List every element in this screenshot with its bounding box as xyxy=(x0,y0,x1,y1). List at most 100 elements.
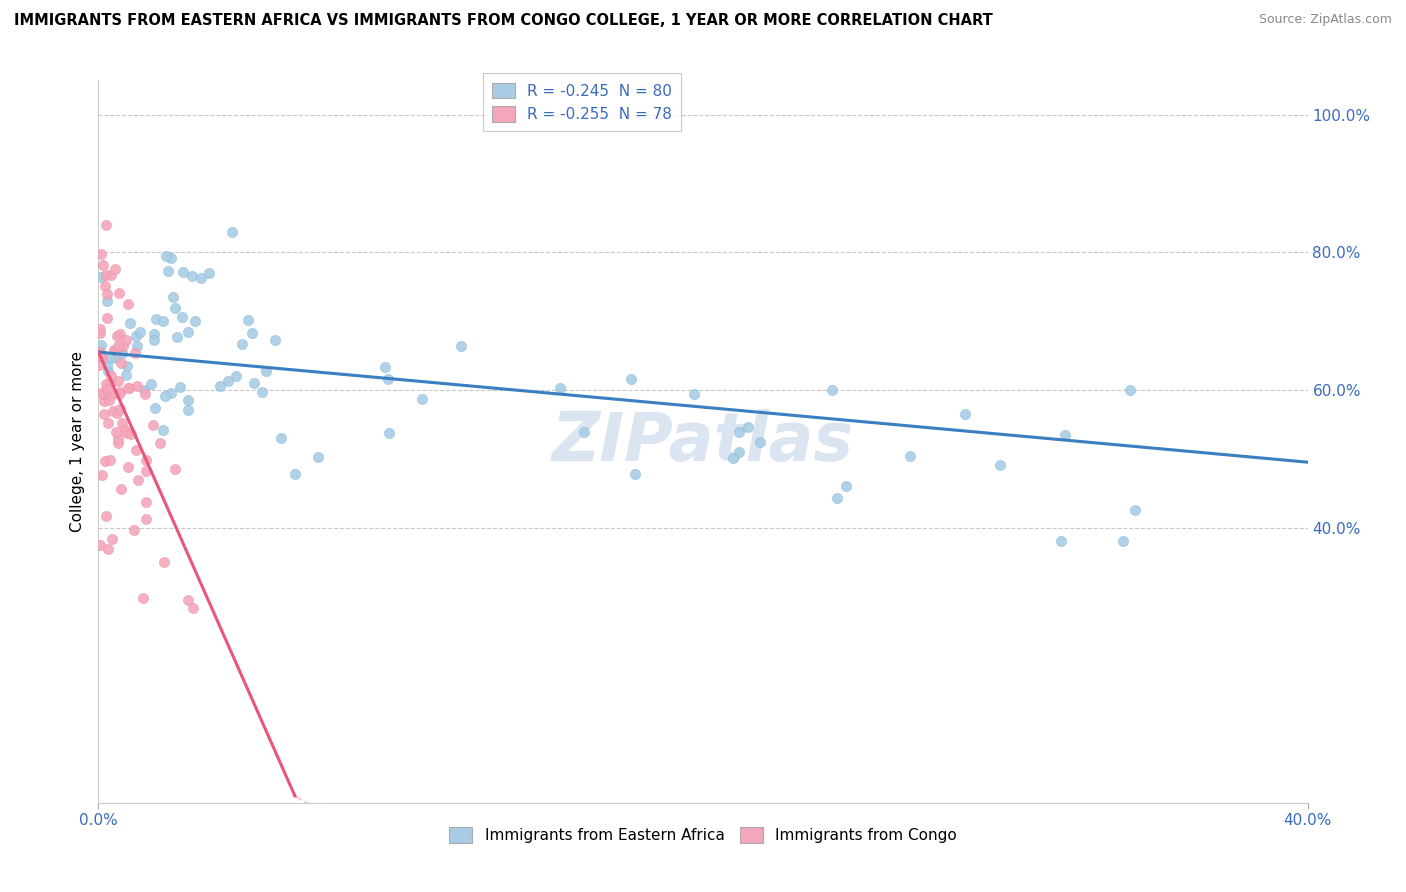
Point xyxy=(572,425,595,440)
Point xyxy=(100,532,122,546)
Point xyxy=(93,387,115,401)
Point xyxy=(117,460,139,475)
Point xyxy=(101,404,124,418)
Point xyxy=(96,287,118,301)
Point xyxy=(1049,534,1071,549)
Point xyxy=(90,386,112,401)
Point xyxy=(821,383,844,397)
Point xyxy=(94,278,117,293)
Point xyxy=(127,473,149,487)
Point xyxy=(1112,534,1135,549)
Point xyxy=(96,293,118,308)
Point xyxy=(183,314,205,328)
Point xyxy=(142,327,165,342)
Point xyxy=(96,359,118,373)
Point xyxy=(143,401,166,415)
Point xyxy=(97,541,120,556)
Point xyxy=(177,392,200,407)
Point xyxy=(135,495,157,509)
Point xyxy=(135,464,157,478)
Point xyxy=(90,349,112,363)
Point xyxy=(125,329,148,343)
Point xyxy=(96,383,118,397)
Point xyxy=(120,427,142,442)
Point xyxy=(143,333,166,347)
Point xyxy=(165,462,187,476)
Legend: Immigrants from Eastern Africa, Immigrants from Congo: Immigrants from Eastern Africa, Immigran… xyxy=(443,822,963,849)
Point xyxy=(748,435,770,450)
Point xyxy=(104,351,127,365)
Point xyxy=(104,425,127,440)
Point xyxy=(90,468,112,483)
Point xyxy=(91,258,114,272)
Point xyxy=(139,376,162,391)
Point xyxy=(181,269,204,284)
Point xyxy=(152,314,174,328)
Point xyxy=(254,364,277,378)
Point xyxy=(104,261,127,276)
Point xyxy=(94,376,117,391)
Point xyxy=(243,376,266,390)
Point xyxy=(107,375,129,389)
Point xyxy=(124,523,146,537)
Point xyxy=(117,426,139,441)
Point xyxy=(107,338,129,352)
Point xyxy=(117,359,139,374)
Point xyxy=(132,383,155,397)
Point xyxy=(128,325,150,339)
Point xyxy=(181,601,204,615)
Point xyxy=(125,379,148,393)
Point xyxy=(166,330,188,344)
Point xyxy=(117,381,139,395)
Point xyxy=(89,344,111,359)
Point xyxy=(110,356,132,370)
Point xyxy=(118,381,141,395)
Point xyxy=(103,343,125,358)
Point xyxy=(134,387,156,401)
Point xyxy=(620,372,643,386)
Point xyxy=(378,425,401,440)
Point xyxy=(898,450,921,464)
Point xyxy=(107,435,129,450)
Point xyxy=(90,269,112,284)
Point xyxy=(108,385,131,400)
Point xyxy=(374,360,396,375)
Point xyxy=(160,386,183,401)
Point xyxy=(96,268,118,282)
Point xyxy=(250,385,273,400)
Point xyxy=(111,346,134,360)
Text: IMMIGRANTS FROM EASTERN AFRICA VS IMMIGRANTS FROM CONGO COLLEGE, 1 YEAR OR MORE : IMMIGRANTS FROM EASTERN AFRICA VS IMMIGR… xyxy=(14,13,993,29)
Point xyxy=(176,593,198,607)
Point xyxy=(97,392,120,407)
Point xyxy=(411,392,433,406)
Point xyxy=(157,264,180,278)
Point xyxy=(110,327,132,342)
Point xyxy=(89,326,111,341)
Point xyxy=(145,312,167,326)
Point xyxy=(172,310,194,324)
Point xyxy=(135,512,157,526)
Point xyxy=(96,508,118,523)
Point xyxy=(97,416,120,430)
Point xyxy=(110,482,132,496)
Point xyxy=(142,418,165,433)
Point xyxy=(89,538,111,552)
Point xyxy=(89,348,111,362)
Point xyxy=(152,423,174,437)
Point xyxy=(110,401,132,416)
Point xyxy=(177,402,200,417)
Point xyxy=(100,369,122,384)
Point xyxy=(107,328,129,343)
Point xyxy=(190,271,212,285)
Point xyxy=(284,467,307,481)
Point xyxy=(162,290,184,304)
Point xyxy=(225,368,247,383)
Point xyxy=(153,389,176,403)
Y-axis label: College, 1 year or more: College, 1 year or more xyxy=(69,351,84,532)
Point xyxy=(124,346,146,360)
Point xyxy=(623,467,645,481)
Point xyxy=(131,591,153,605)
Point xyxy=(89,358,111,372)
Point xyxy=(149,435,172,450)
Point xyxy=(169,380,191,394)
